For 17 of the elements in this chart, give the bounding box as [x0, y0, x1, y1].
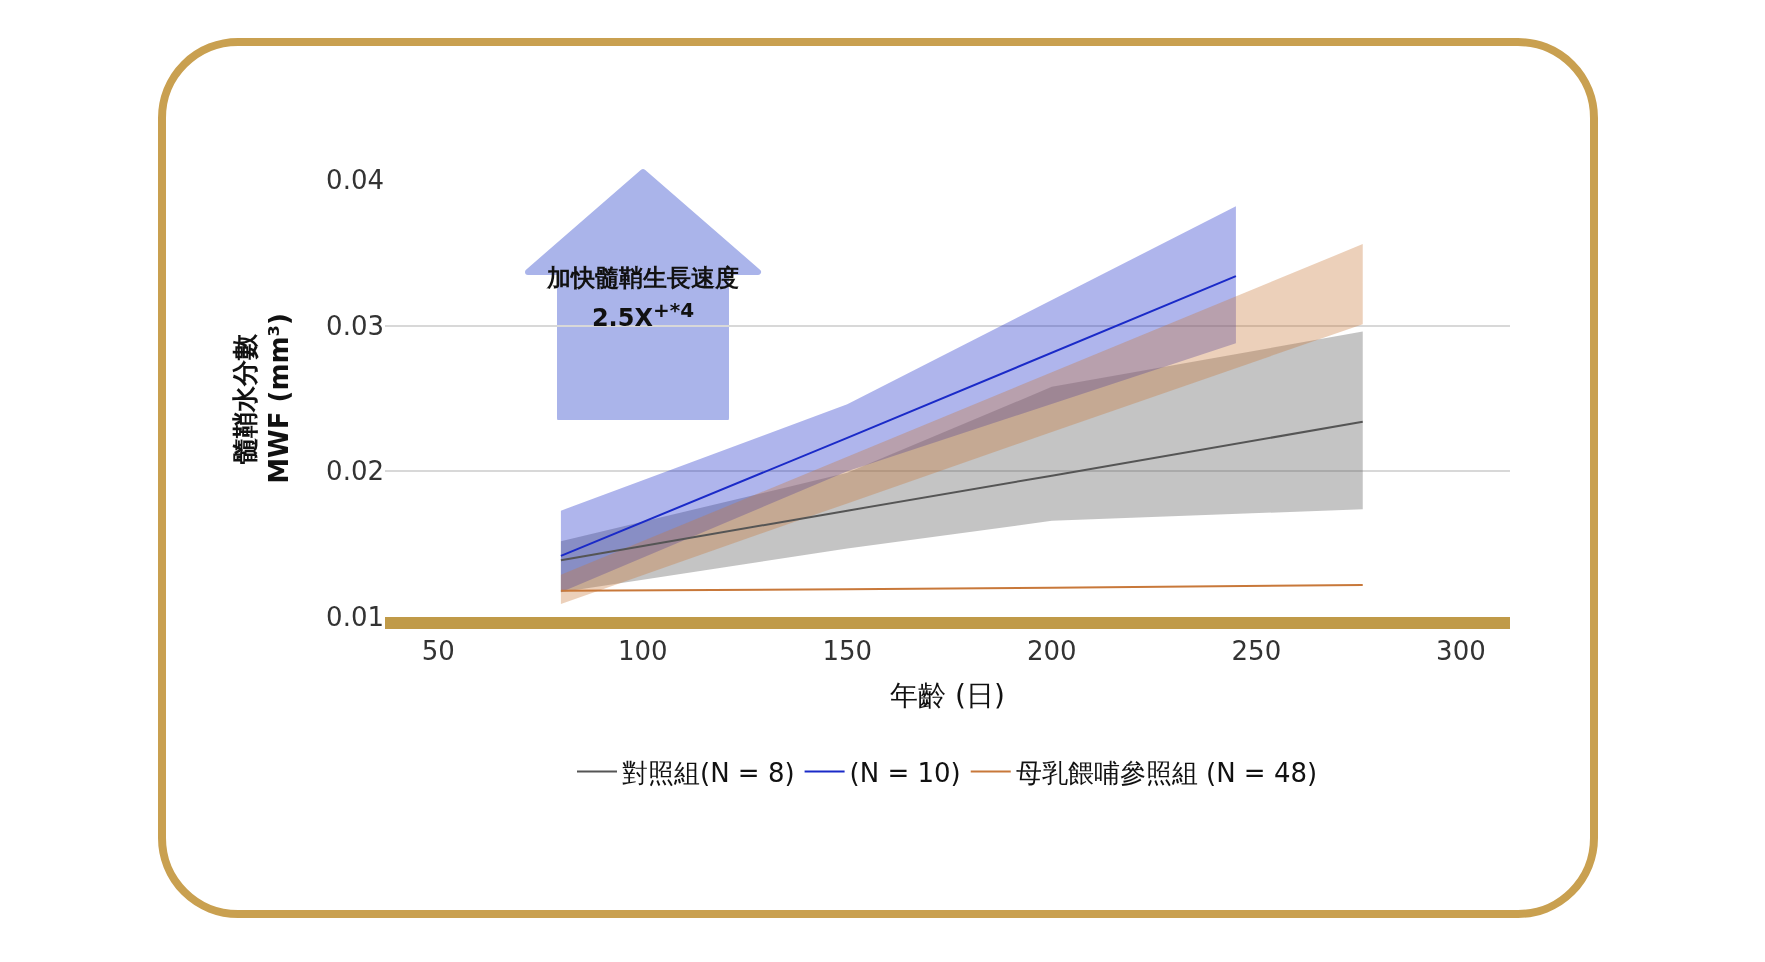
- x-tick-label: 50: [421, 636, 455, 667]
- x-axis-title: 年齡 (日): [890, 678, 1005, 712]
- x-tick-label: 100: [617, 636, 668, 667]
- x-tick-label: 250: [1231, 636, 1282, 667]
- x-tick-label: 200: [1027, 636, 1077, 667]
- y-axis-title: 髓鞘水分數 MWF (mm³): [229, 313, 294, 484]
- y-tick-label: 0.03: [326, 310, 384, 341]
- line-series: [559, 420, 1364, 562]
- legend-label: 對照組(N = 8): [622, 757, 795, 788]
- legend-label: (N = 10): [849, 757, 961, 788]
- y-tick-label: 0.01: [326, 602, 384, 633]
- y-tick-label: 0.04: [326, 165, 384, 196]
- y-tick-label: 0.02: [326, 456, 384, 487]
- x-tick-label: 300: [1436, 636, 1486, 667]
- x-tick-label: 150: [822, 636, 873, 667]
- annotation: 加快髓鞘生長速度 2.5X$^{+*4}$: [545, 263, 740, 334]
- legend-label: 母乳餵哺參照組 (N = 48): [1015, 757, 1318, 788]
